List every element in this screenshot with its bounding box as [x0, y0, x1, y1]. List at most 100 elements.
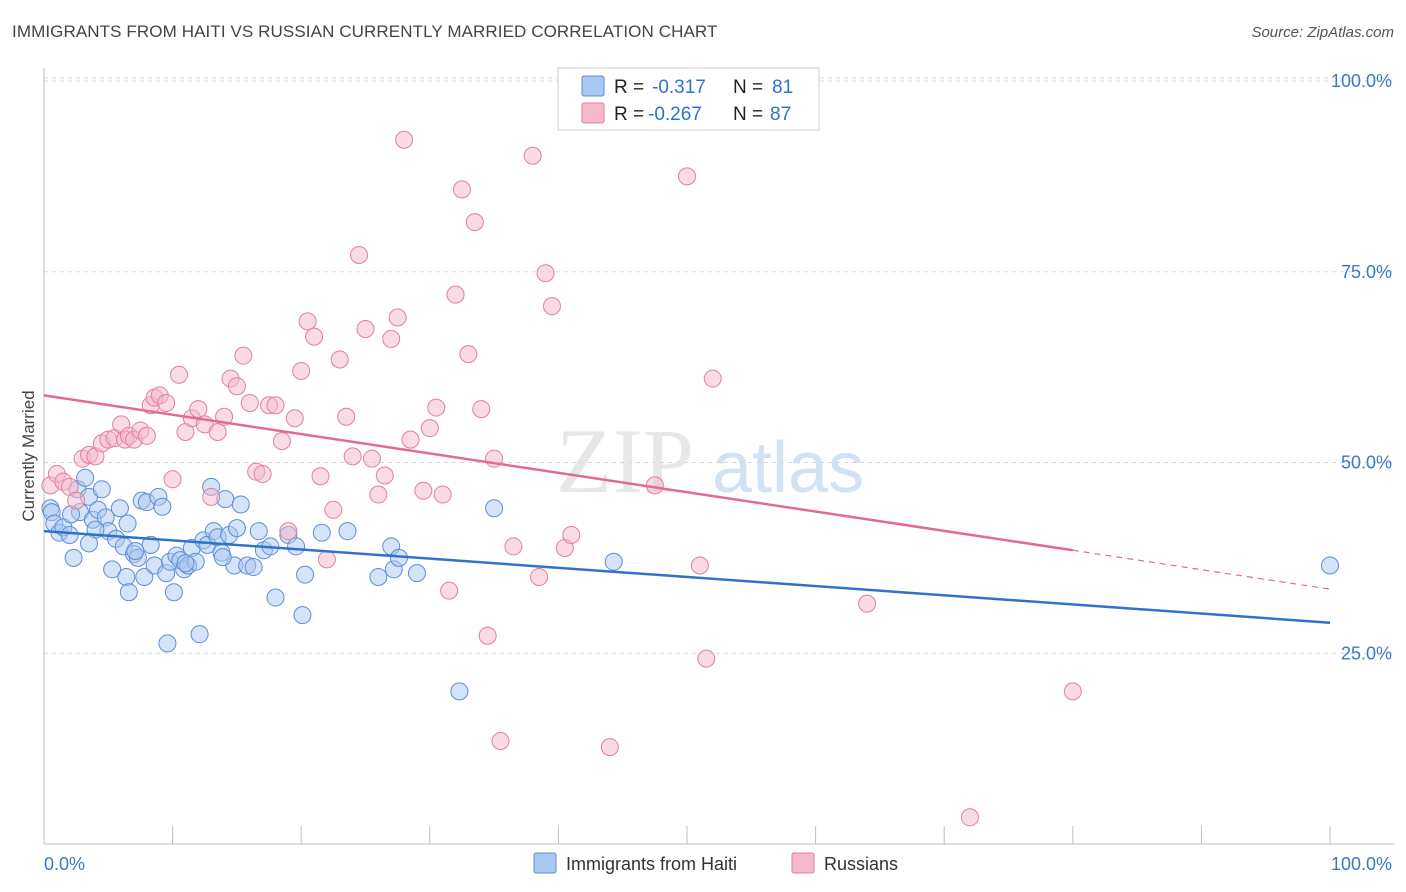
russian-point-79 — [600, 738, 619, 757]
y-tick-label-100: 100.0% — [1331, 71, 1392, 91]
russian-point-73 — [523, 146, 542, 165]
y-tick-labels: 25.0% 50.0% 75.0% 100.0% — [1331, 71, 1392, 663]
haiti-point-61 — [293, 606, 312, 625]
x-tick-label-max: 100.0% — [1331, 854, 1392, 874]
haiti-point-58 — [266, 588, 285, 607]
haiti-point-18 — [110, 499, 129, 518]
russian-point-60 — [420, 419, 439, 438]
russian-point-45 — [317, 550, 336, 569]
russian-point-47 — [330, 350, 349, 369]
source-label: Source: ZipAtlas.com — [1251, 24, 1394, 41]
russian-point-25 — [189, 400, 208, 419]
russian-point-35 — [253, 464, 272, 483]
haiti-point-31 — [153, 497, 172, 516]
legend-r-label-russian: R = — [614, 104, 644, 125]
russian-point-54 — [375, 466, 394, 485]
russian-point-41 — [292, 361, 311, 380]
haiti-point-13 — [92, 480, 111, 499]
russian-point-69 — [478, 626, 497, 645]
legend-n-label-russian: N = — [733, 104, 763, 125]
russian-point-78 — [562, 525, 581, 544]
russian-point-63 — [440, 581, 459, 600]
russian-point-75 — [536, 264, 555, 283]
legend-r-value-haiti: -0.317 — [652, 77, 706, 98]
haiti-point-73 — [1321, 556, 1339, 575]
russian-point-51 — [356, 319, 375, 338]
russian-point-65 — [452, 180, 471, 199]
bottom-legend-label-haiti: Immigrants from Haiti — [566, 854, 737, 874]
russian-point-39 — [279, 522, 298, 541]
bottom-legend-label-russian: Russians — [824, 854, 898, 874]
haiti-point-16 — [103, 560, 122, 579]
y-tick-label-50: 50.0% — [1341, 453, 1392, 473]
russian-point-42 — [298, 312, 317, 331]
y-tick-label-75: 75.0% — [1341, 262, 1392, 282]
russian-point-84 — [703, 369, 722, 388]
haiti-point-54 — [244, 558, 263, 577]
legend-swatch-haiti — [581, 75, 605, 97]
russian-point-55 — [382, 329, 401, 348]
russian-point-22 — [170, 365, 189, 384]
russian-point-83 — [697, 649, 716, 668]
haiti-point-22 — [119, 583, 138, 602]
legend-r-value-russian: -0.267 — [648, 104, 702, 125]
russian-point-50 — [350, 245, 369, 264]
russian-point-38 — [272, 432, 291, 451]
series-haiti-points — [41, 468, 1339, 701]
haiti-point-60 — [287, 537, 306, 556]
russian-point-31 — [227, 377, 246, 396]
russian-point-32 — [234, 346, 253, 365]
russian-point-43 — [305, 327, 324, 346]
haiti-point-72 — [604, 552, 623, 571]
russian-point-74 — [530, 567, 549, 586]
russian-point-57 — [395, 130, 414, 149]
legend-n-value-russian: 87 — [770, 104, 791, 125]
haiti-point-5 — [60, 525, 79, 544]
haiti-point-21 — [117, 567, 136, 586]
russian-point-76 — [542, 297, 561, 316]
haiti-point-26 — [135, 567, 154, 586]
legend-n-label-haiti: N = — [733, 77, 763, 98]
russian-point-28 — [208, 422, 227, 441]
russian-point-53 — [369, 485, 388, 504]
watermark-atlas: atlas — [712, 428, 864, 508]
haiti-point-55 — [249, 522, 268, 541]
russian-point-66 — [459, 345, 478, 364]
russian-point-21 — [163, 470, 182, 489]
russian-point-20 — [157, 393, 176, 412]
russian-point-64 — [446, 285, 465, 304]
russian-point-40 — [285, 409, 304, 428]
haiti-point-62 — [296, 565, 315, 584]
russian-point-16 — [137, 426, 156, 445]
haiti-point-77 — [176, 554, 195, 573]
haiti-point-71 — [485, 499, 504, 518]
russian-point-48 — [337, 407, 356, 426]
russian-point-85 — [858, 594, 877, 613]
russian-point-58 — [401, 430, 420, 449]
russian-point-81 — [678, 167, 696, 186]
russian-trend-line-extension — [1072, 549, 1331, 590]
stats-legend: R = -0.317 N = 81 R = -0.267 N = 87 — [557, 67, 820, 131]
haiti-point-65 — [369, 567, 388, 586]
x-ticks — [43, 826, 1331, 844]
russian-point-56 — [388, 308, 407, 327]
bottom-legend-swatch-haiti — [533, 852, 557, 874]
russian-point-62 — [433, 485, 452, 504]
russian-point-72 — [504, 537, 523, 556]
haiti-point-42 — [190, 625, 209, 644]
haiti-point-28 — [141, 535, 160, 554]
haiti-point-70 — [450, 682, 469, 701]
russian-point-82 — [690, 556, 709, 575]
russian-trend-line — [43, 394, 1073, 552]
russian-point-87 — [960, 808, 979, 827]
haiti-point-6 — [64, 548, 83, 567]
legend-swatch-russian — [581, 102, 605, 124]
watermark-zip: ZIP — [556, 410, 694, 512]
haiti-point-35 — [164, 583, 183, 602]
haiti-point-76 — [126, 542, 145, 561]
russian-point-86 — [1063, 682, 1082, 701]
russian-point-52 — [362, 449, 381, 468]
haiti-point-79 — [80, 534, 99, 553]
bottom-legend: Immigrants from Haiti Russians — [533, 852, 898, 874]
